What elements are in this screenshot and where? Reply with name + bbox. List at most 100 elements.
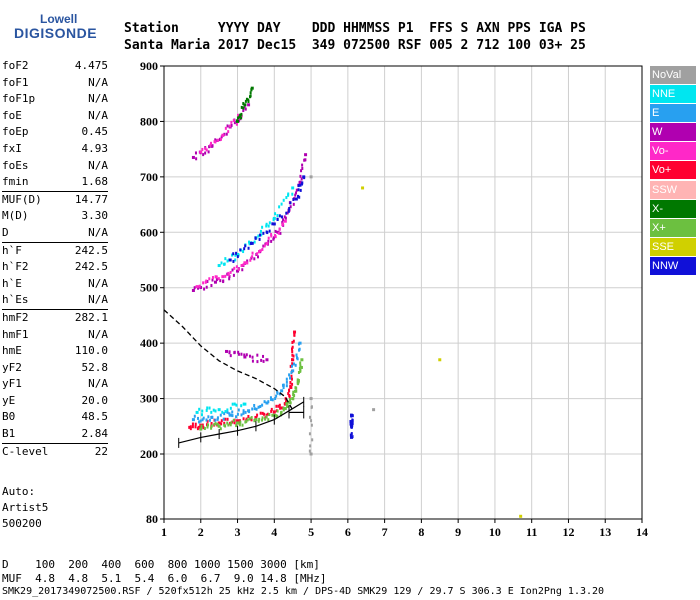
legend: NoVal NNE E W Vo- Vo+ SSW X- X+ SSE NNW: [650, 66, 696, 276]
param-value: 110.0: [74, 344, 108, 358]
legend-entry: X+: [650, 218, 696, 237]
echo-point: [272, 410, 275, 414]
echo-point: [228, 413, 232, 417]
echo-point: [283, 219, 287, 223]
y-tick-label: 800: [140, 114, 158, 128]
param-label: fxI: [2, 141, 22, 155]
echo-point: [222, 133, 225, 137]
echo-point: [350, 420, 353, 424]
echo-point: [233, 266, 236, 270]
echo-point: [297, 378, 300, 382]
echo-point: [206, 406, 209, 410]
x-axis: 1 2 3 4 5 6 7 8 9 10 11 12 13 14: [161, 519, 648, 539]
echo-point: [265, 241, 269, 245]
echo-point: [297, 194, 300, 198]
echo-point: [297, 184, 300, 188]
echo-point: [309, 397, 313, 401]
param-label: D: [2, 225, 9, 239]
echo-point: [235, 415, 238, 419]
echo-point: [291, 186, 295, 190]
param-value: N/A: [88, 377, 108, 391]
echo-point: [205, 279, 208, 283]
echo-point: [286, 211, 289, 215]
echo-point: [240, 116, 243, 120]
echo-point: [350, 435, 354, 439]
echo-point: [263, 400, 266, 404]
echo-point: [274, 212, 277, 216]
param-label: h`F2: [2, 260, 29, 274]
echo-point: [243, 402, 247, 406]
x-tick-label: 14: [636, 525, 648, 539]
echo-point: [279, 406, 282, 410]
echo-point: [248, 242, 251, 246]
echo-point: [268, 221, 271, 225]
echo-point: [227, 130, 230, 134]
y-tick-label: 80: [146, 512, 158, 526]
echo-point: [292, 354, 295, 358]
echo-point: [300, 358, 304, 362]
echo-point: [288, 373, 291, 377]
echo-point: [267, 224, 270, 228]
echo-point: [253, 240, 256, 244]
echo-point: [262, 231, 265, 235]
legend-entry: NNW: [650, 256, 696, 275]
echo-point: [199, 419, 202, 423]
echo-point: [251, 251, 254, 255]
echo-point: [189, 427, 192, 431]
echo-point: [223, 132, 226, 136]
echo-point: [249, 258, 252, 262]
echo-point: [282, 408, 285, 412]
echo-point: [226, 410, 229, 414]
echo-point: [249, 94, 252, 98]
echo-point: [253, 257, 256, 261]
echo-point: [200, 424, 203, 428]
muf-table: D 100 200 400 600 800 1000 1500 3000 [km…: [2, 558, 327, 586]
echo-point: [290, 371, 293, 375]
param-label: C-level: [2, 444, 49, 458]
echo-point: [297, 188, 300, 192]
echo-point: [276, 409, 279, 413]
echo-point: [294, 191, 297, 195]
echo-point: [233, 350, 236, 354]
echo-point: [296, 357, 299, 361]
echo-point: [222, 417, 225, 421]
echo-point: [255, 407, 258, 411]
echo-point: [201, 409, 204, 413]
echo-point: [299, 188, 302, 192]
scaled-parameters-panel: foF2 4.475 foF1 N/A foF1p N/A foE N/A foEp 0.45 fx…: [2, 58, 108, 460]
legend-entry: X-: [650, 199, 696, 218]
param-label: yF1: [2, 377, 22, 391]
echo-point: [231, 268, 234, 272]
echo-point: [298, 366, 301, 370]
echo-point: [232, 259, 235, 263]
echo-point: [275, 404, 278, 408]
echo-point: [292, 197, 295, 201]
echo-point: [349, 422, 352, 426]
echo-point: [200, 413, 203, 417]
param-label: foF1p: [2, 92, 36, 106]
echo-point: [245, 353, 248, 357]
echo-point: [213, 422, 216, 426]
echo-point: [225, 349, 229, 353]
param-row: h`F 242.5: [2, 243, 108, 260]
echo-point: [221, 410, 224, 414]
param-row: h`E N/A: [2, 276, 108, 293]
echo-point: [309, 175, 313, 179]
echo-point: [242, 411, 245, 415]
param-label: foF1: [2, 75, 29, 89]
echo-point: [260, 233, 263, 237]
echo-point: [240, 413, 243, 417]
echo-point: [216, 422, 219, 426]
param-row: B1 2.84: [2, 426, 108, 444]
echo-point: [268, 229, 271, 233]
echo-point: [248, 417, 251, 421]
echo-point: [292, 202, 295, 206]
echo-point: [269, 396, 272, 400]
param-label: h`Es: [2, 293, 29, 307]
param-label: foE: [2, 108, 22, 122]
x-tick-label: 7: [382, 525, 388, 539]
echo-point: [241, 423, 244, 427]
echo-point: [231, 402, 234, 406]
echo-point: [372, 408, 376, 412]
echo-point: [251, 355, 254, 359]
